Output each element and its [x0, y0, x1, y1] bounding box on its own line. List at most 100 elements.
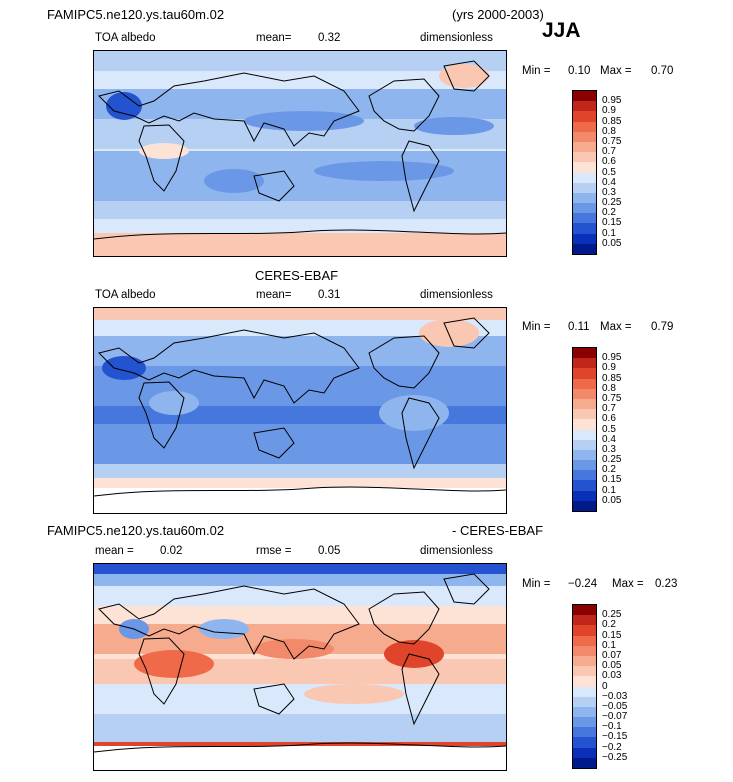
panel2-colorbar	[572, 347, 597, 512]
colorbar-tick-label: −0.25	[602, 751, 628, 763]
colorbar-tick-label: 0.3	[602, 443, 616, 455]
panel3-units: dimensionless	[420, 545, 493, 557]
colorbar-swatch	[573, 409, 596, 420]
colorbar-tick-label: 0.9	[602, 105, 616, 117]
colorbar-swatch	[573, 470, 596, 481]
colorbar-swatch	[573, 480, 596, 491]
colorbar-tick-label: 0.8	[602, 382, 616, 394]
colorbar-tick-label: −0.2	[602, 741, 622, 753]
colorbar-tick-label: 0.6	[602, 413, 616, 425]
panel2-title: CERES-EBAF	[255, 268, 339, 283]
colorbar-swatch	[573, 625, 596, 636]
colorbar-swatch	[573, 676, 596, 687]
colorbar-swatch	[573, 429, 596, 440]
colorbar-swatch	[573, 243, 596, 254]
colorbar-swatch	[573, 645, 596, 656]
colorbar-swatch	[573, 348, 596, 359]
panel2-mean-value: 0.31	[318, 289, 341, 301]
panel2-mean-label: mean=	[256, 289, 292, 301]
panel3-rmse-label: rmse =	[256, 545, 292, 557]
colorbar-tick-label: 0.15	[602, 474, 622, 486]
colorbar-swatch	[573, 203, 596, 214]
colorbar-swatch	[573, 162, 596, 173]
colorbar-swatch	[573, 500, 596, 511]
colorbar-swatch	[573, 460, 596, 471]
colorbar-tick-label: 0.1	[602, 639, 616, 651]
panel3-mean-value: 0.02	[160, 545, 183, 557]
colorbar-swatch	[573, 686, 596, 697]
colorbar-swatch	[573, 223, 596, 234]
colorbar-tick-label: 0.25	[602, 197, 622, 209]
colorbar-tick-label: 0.1	[602, 484, 616, 496]
colorbar-tick-label: 0.25	[602, 609, 622, 621]
colorbar-swatch	[573, 101, 596, 112]
colorbar-tick-label: 0.95	[602, 95, 622, 107]
colorbar-tick-label: 0.7	[602, 403, 616, 415]
panel1-colorbar	[572, 90, 597, 255]
years-label: (yrs 2000-2003)	[452, 7, 544, 22]
colorbar-swatch	[573, 398, 596, 410]
panel2-max-value: 0.79	[651, 321, 674, 333]
panel1-mean-value: 0.32	[318, 32, 341, 44]
panel2-max-label: Max =	[600, 321, 632, 333]
colorbar-tick-label: 0.5	[602, 423, 616, 435]
colorbar-tick-label: −0.03	[602, 690, 628, 702]
panel1-max-label: Max =	[600, 65, 632, 77]
colorbar-swatch	[573, 192, 596, 204]
colorbar-swatch	[573, 696, 596, 707]
colorbar-swatch	[573, 378, 596, 389]
colorbar-tick-label: 0.75	[602, 392, 622, 404]
panel3-mean-label: mean =	[95, 545, 134, 557]
colorbar-swatch	[573, 605, 596, 616]
panel1-model-albedo-map	[93, 50, 507, 257]
panel3-title-right: - CERES-EBAF	[452, 523, 544, 538]
colorbar-swatch	[573, 635, 596, 646]
colorbar-tick-label: 0.6	[602, 156, 616, 168]
panel1-max-value: 0.70	[651, 65, 674, 77]
colorbar-swatch	[573, 233, 596, 244]
colorbar-swatch	[573, 449, 596, 461]
panel2-variable: TOA albedo	[95, 289, 156, 301]
colorbar-swatch	[573, 121, 596, 132]
colorbar-tick-label: 0.85	[602, 115, 622, 127]
panel2-ceres-albedo-map	[93, 307, 507, 514]
panel3-difference-map	[93, 563, 507, 771]
colorbar-tick-label: 0.7	[602, 146, 616, 158]
panel2-units: dimensionless	[420, 289, 493, 301]
colorbar-swatch	[573, 439, 596, 450]
colorbar-tick-label: 0.25	[602, 454, 622, 466]
colorbar-swatch	[573, 419, 596, 430]
colorbar-tick-label: 0.05	[602, 494, 622, 506]
colorbar-tick-label: 0.07	[602, 649, 622, 661]
colorbar-tick-label: 0.2	[602, 464, 616, 476]
colorbar-swatch	[573, 666, 596, 677]
colorbar-tick-label: 0.4	[602, 433, 616, 445]
colorbar-tick-label: 0.03	[602, 670, 622, 682]
panel3-min-value: −0.24	[568, 578, 598, 590]
panel3-colorbar	[572, 604, 597, 769]
panel1-variable: TOA albedo	[95, 32, 156, 44]
panel1-min-label: Min =	[522, 65, 551, 77]
colorbar-tick-label: 0.5	[602, 166, 616, 178]
colorbar-tick-label: 0.85	[602, 372, 622, 384]
colorbar-tick-label: −0.15	[602, 731, 628, 743]
panel2-min-value: 0.11	[568, 321, 590, 333]
colorbar-tick-label: 0.15	[602, 217, 622, 229]
colorbar-swatch	[573, 655, 596, 667]
colorbar-tick-label: 0.1	[602, 227, 616, 239]
colorbar-tick-label: 0.15	[602, 629, 622, 641]
colorbar-tick-label: 0.4	[602, 176, 616, 188]
colorbar-tick-label: −0.05	[602, 700, 628, 712]
colorbar-swatch	[573, 615, 596, 626]
panel3-max-label: Max =	[612, 578, 644, 590]
colorbar-swatch	[573, 737, 596, 748]
colorbar-tick-label: 0.95	[602, 352, 622, 364]
panel1-mean-label: mean=	[256, 32, 292, 44]
model-name-title: FAMIPC5.ne120.ys.tau60m.02	[47, 7, 225, 22]
colorbar-swatch	[573, 111, 596, 122]
colorbar-tick-label: 0.3	[602, 186, 616, 198]
panel1-units: dimensionless	[420, 32, 493, 44]
colorbar-swatch	[573, 141, 596, 153]
colorbar-tick-label: 0.8	[602, 125, 616, 137]
panel3-title-left: FAMIPC5.ne120.ys.tau60m.02	[47, 523, 225, 538]
